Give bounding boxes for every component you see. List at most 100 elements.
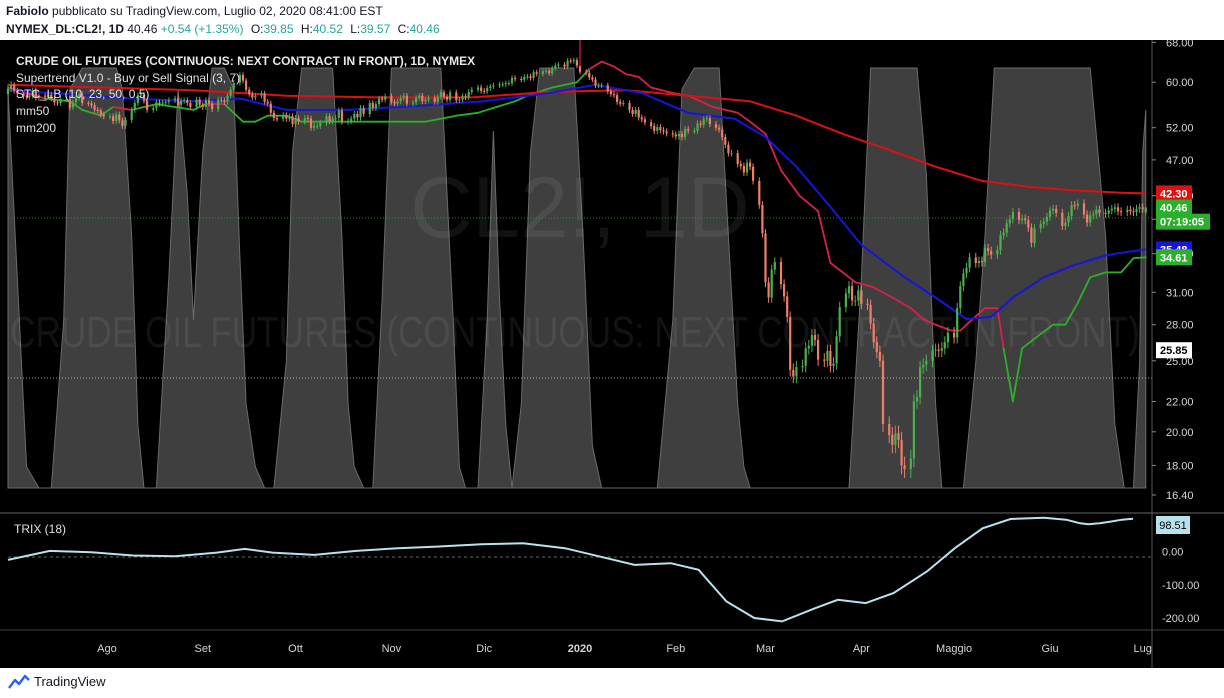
candle-body — [745, 162, 749, 173]
price-tag-box — [1156, 249, 1192, 266]
price-tick-label: 31.00 — [1166, 287, 1194, 299]
legend-mm200[interactable]: mm200 — [16, 121, 56, 135]
candle-body — [956, 308, 959, 338]
candle-body — [554, 65, 557, 69]
candle-body — [680, 133, 684, 137]
candle-body — [606, 85, 609, 92]
candle-body — [510, 78, 514, 84]
candle-body — [217, 99, 220, 110]
candle-body — [594, 79, 597, 86]
candle-body — [909, 458, 912, 469]
candle-body — [1027, 220, 1030, 228]
legend-title[interactable]: CRUDE OIL FUTURES (CONTINUOUS: NEXT CONT… — [16, 54, 475, 68]
candle-body — [146, 100, 149, 110]
candle-body — [659, 127, 662, 131]
symbol-label[interactable]: NYMEX_DL:CL2!, 1D — [6, 22, 125, 36]
candle-body — [1045, 216, 1048, 222]
candle-body — [223, 100, 226, 102]
trix-axis-ticks: 0.00 -100.00 -200.00 — [1162, 547, 1199, 625]
candle-body — [180, 100, 183, 105]
supertrend-segment — [588, 60, 603, 71]
candle-body — [795, 367, 798, 377]
candle-body — [331, 118, 334, 122]
candle-body — [492, 85, 495, 87]
candle-body — [402, 95, 405, 98]
time-axis-labels[interactable]: Ago Set Ott Nov Dic 2020 Feb Mar Apr Maggio Giu Lug — [97, 643, 1152, 655]
legend-stc[interactable]: STC_LB (10, 23, 50, 0.5) — [16, 87, 149, 101]
last-price: 40.46 — [127, 22, 158, 36]
chart-area[interactable]: CL2!, 1D CRUDE OIL FUTURES (CONTINUOUS: … — [0, 37, 1224, 668]
candle-body — [1141, 207, 1144, 209]
legend-supertrend[interactable]: Supertrend V1.0 - Buy or Sell Signal (3,… — [16, 71, 240, 85]
candle-body — [374, 104, 377, 109]
candle-body — [1138, 207, 1141, 209]
candle-body — [702, 119, 705, 125]
candle-body — [835, 336, 838, 364]
open-label: O: — [250, 22, 264, 36]
candle-body — [792, 369, 795, 377]
candle-body — [662, 130, 665, 132]
footer-brand[interactable]: TradingView — [34, 674, 106, 689]
legend-trix[interactable]: TRIX (18) — [14, 522, 66, 536]
candle-body — [115, 114, 118, 121]
price-tag-box — [1156, 213, 1210, 230]
author-name[interactable]: Fabiolo — [6, 4, 49, 18]
supertrend-segment — [600, 60, 615, 68]
supertrend-segment — [81, 109, 102, 117]
supertrend-segment — [613, 65, 628, 76]
high-label: H: — [300, 22, 313, 36]
supertrend-segment — [254, 114, 269, 123]
candle-body — [813, 335, 817, 340]
chart-svg[interactable]: CL2!, 1D CRUDE OIL FUTURES (CONTINUOUS: … — [0, 37, 1224, 668]
candle-body — [37, 95, 40, 98]
candle-body — [974, 257, 977, 263]
candle-body — [934, 349, 937, 351]
candle-body — [953, 332, 956, 338]
candle-body — [1005, 223, 1008, 233]
candle-body — [940, 348, 943, 351]
candle-body — [640, 117, 643, 120]
candle-body — [983, 248, 987, 262]
candle-body — [619, 101, 622, 104]
candle-body — [415, 97, 418, 103]
candle-body — [714, 124, 718, 128]
tradingview-logo-icon[interactable] — [8, 674, 30, 690]
candle-body — [609, 91, 612, 94]
price-tag-box — [1156, 185, 1192, 202]
candle-body — [801, 365, 804, 368]
price-tag-label: 25.85 — [1160, 345, 1188, 357]
candle-body — [823, 359, 826, 361]
candle-body — [996, 250, 999, 255]
candle-body — [718, 127, 721, 130]
candle-body — [588, 72, 591, 78]
candle-body — [872, 323, 875, 343]
candle-body — [1120, 211, 1123, 213]
candle-body — [418, 95, 421, 98]
candle-body — [946, 332, 949, 343]
candle-body — [291, 116, 294, 125]
footer: TradingView — [0, 668, 1224, 698]
candle-body — [189, 103, 192, 107]
candle-body — [987, 248, 990, 251]
candle-body — [1042, 221, 1045, 225]
supertrend-segment — [841, 271, 857, 284]
candle-body — [736, 153, 739, 164]
candle-body — [102, 114, 105, 117]
candle-body — [136, 95, 139, 103]
candle-body — [520, 79, 523, 80]
candle-body — [68, 99, 71, 108]
price-tag-label: 34.61 — [1160, 252, 1188, 264]
candle-body — [173, 98, 177, 101]
candle-body — [152, 108, 155, 110]
candle-body — [177, 98, 180, 105]
candle-body — [535, 72, 538, 74]
candle-body — [634, 109, 637, 114]
legend-mm50[interactable]: mm50 — [16, 104, 50, 118]
supertrend-segment — [576, 68, 591, 84]
candle-body — [325, 116, 328, 123]
candle-body — [78, 94, 81, 98]
candle-body — [362, 108, 365, 114]
candle-body — [1107, 210, 1110, 214]
candle-body — [705, 118, 708, 120]
candle-body — [671, 133, 674, 135]
